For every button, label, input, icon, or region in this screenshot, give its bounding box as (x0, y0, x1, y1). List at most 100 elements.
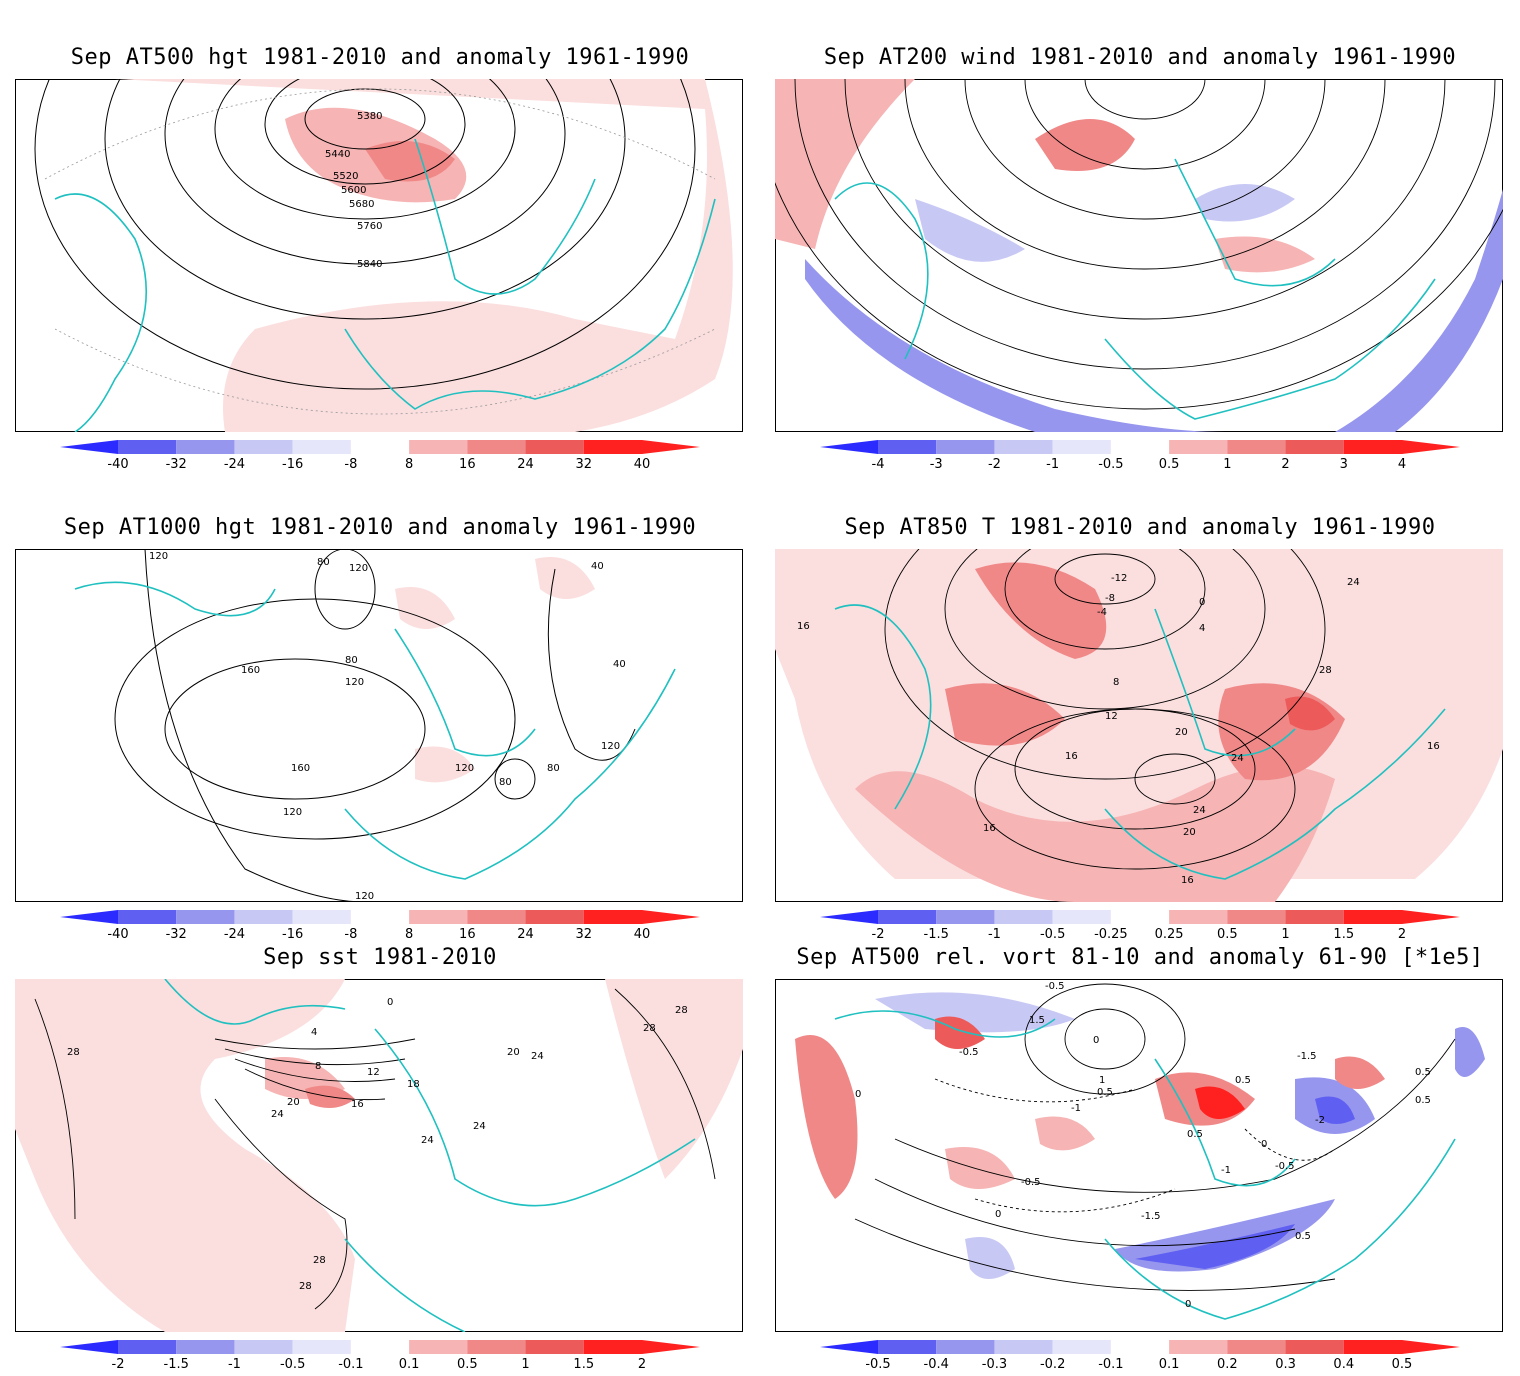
colorbar: -0.5 -0.4 -0.3 -0.2 -0.1 0.1 0.2 0.3 0.4 0.5 (820, 1340, 1460, 1372)
colorbar-tick-label: -1 (988, 927, 1001, 942)
contour-label: 20 (287, 1097, 300, 1108)
colorbar-tick-label: -0.4 (924, 1357, 949, 1372)
colorbar-tick-label: -0.2 (1040, 1357, 1065, 1372)
contour-label: 5840 (357, 259, 382, 270)
colorbar-segment (1110, 440, 1170, 454)
colorbar-tick-label: 4 (1398, 457, 1406, 472)
contour-label: 0 (855, 1089, 861, 1100)
contour-label: 4 (1199, 623, 1205, 634)
colorbar-segment (1285, 440, 1344, 454)
contour-label: 28 (1319, 665, 1332, 676)
colorbar-tick-label: 0.5 (1392, 1357, 1413, 1372)
contour-label: 24 (271, 1109, 284, 1120)
contour-label: 80 (499, 777, 512, 788)
contour-label: 12 (1105, 711, 1118, 722)
contour-label: 20 (1175, 727, 1188, 738)
contour-label: 28 (299, 1281, 312, 1292)
colorbar-tick-label: -1 (1046, 457, 1059, 472)
colorbar-tick-label: -0.5 (1040, 927, 1065, 942)
contour-label: 12 (367, 1067, 380, 1078)
colorbar-segment (409, 440, 468, 454)
contour-label: 1 (1099, 1075, 1105, 1086)
colorbar-tick-label: 0.25 (1155, 927, 1184, 942)
panel-at500-vorticity: Sep AT500 rel. vort 81-10 and anomaly 61… (760, 900, 1520, 1372)
colorbar-tick-label: 0.3 (1275, 1357, 1296, 1372)
contour-label: 0.5 (1235, 1075, 1251, 1086)
colorbar: -40 -32 -24 -16 -8 8 16 24 32 40 (60, 910, 700, 942)
contour-label: 28 (67, 1047, 80, 1058)
colorbar-segment (1169, 440, 1228, 454)
contour-label: -12 (1111, 573, 1127, 584)
colorbar-tick-label: 40 (634, 927, 651, 942)
colorbar-segment (234, 910, 293, 924)
colorbar-arrow-right (642, 1340, 700, 1354)
colorbar-segment (1227, 1340, 1286, 1354)
contour-label: -4 (1097, 607, 1107, 618)
colorbar-tick-label: 40 (634, 457, 651, 472)
contour-label: 80 (317, 557, 330, 568)
colorbar-tick-label: -0.5 (1098, 457, 1123, 472)
contour-label: 20 (507, 1047, 520, 1058)
contour-label: 120 (345, 677, 364, 688)
colorbar-segment (583, 910, 642, 924)
panel-at500-hgt: Sep AT500 hgt 1981-2010 and anomaly 1961… (0, 0, 760, 472)
panel-title: Sep AT1000 hgt 1981-2010 and anomaly 196… (63, 515, 697, 540)
contour-label: 120 (283, 807, 302, 818)
colorbar-tick-label: 16 (459, 927, 476, 942)
colorbar-arrow-left (60, 1340, 118, 1354)
contour-label: 24 (531, 1051, 544, 1062)
colorbar-segment (350, 910, 410, 924)
contour-label: 28 (313, 1255, 326, 1266)
colorbar-tick-label: 2 (1398, 927, 1406, 942)
contour-label: 5680 (349, 199, 374, 210)
colorbar-segment (936, 1340, 995, 1354)
contour-label: 24 (1347, 577, 1360, 588)
colorbar-tick-label: -4 (872, 457, 885, 472)
colorbar-segment (176, 440, 235, 454)
colorbar-segment (936, 440, 995, 454)
panel-sst: Sep sst 1981-2010 0 (0, 900, 760, 1372)
colorbar-tick-label: -0.5 (865, 1357, 890, 1372)
contour-label: 80 (547, 763, 560, 774)
contour-label: 5440 (325, 149, 350, 160)
colorbar: -4 -3 -2 -1 -0.5 0.5 1 2 3 4 (820, 440, 1460, 472)
contour-label: 24 (1193, 805, 1206, 816)
colorbar-arrow-right (642, 910, 700, 924)
contour-label: -1 (1221, 1165, 1231, 1176)
contour-label: 8 (315, 1061, 321, 1072)
colorbar-segment (1285, 910, 1344, 924)
colorbar-tick-label: -24 (224, 927, 245, 942)
contour-label: 16 (983, 823, 996, 834)
colorbar-segment (350, 440, 410, 454)
panel-title: Sep AT500 rel. vort 81-10 and anomaly 61… (796, 945, 1484, 970)
map-svg (775, 79, 1503, 432)
colorbar-tick-label: 0.5 (457, 1357, 478, 1372)
map-frame: 5380 5440 5520 5600 5680 5760 5840 (15, 79, 743, 432)
colorbar-segment (1285, 1340, 1344, 1354)
contour-label: 0.5 (1187, 1129, 1203, 1140)
colorbar-tick-label: 0.5 (1217, 927, 1238, 942)
colorbar-arrow-right (642, 440, 700, 454)
contour-label: -0.5 (1021, 1177, 1041, 1188)
colorbar-tick-label: -1.5 (924, 927, 949, 942)
colorbar-segment (1169, 910, 1228, 924)
colorbar-segment (1052, 440, 1111, 454)
colorbar-tick-label: -2 (988, 457, 1001, 472)
contour-label: -2 (1315, 1115, 1325, 1126)
colorbar-segment (176, 910, 235, 924)
map-svg: 0 4 8 12 16 20 24 28 28 24 18 24 24 20 2… (15, 979, 743, 1332)
contour-label: 120 (349, 563, 368, 574)
map-frame: -0.5 1.5 0 -1 0.5 1 -0.5 0.5 -1.5 -2 0.5… (775, 979, 1503, 1332)
colorbar-tick-label: 8 (405, 457, 413, 472)
colorbar-arrow-left (60, 910, 118, 924)
colorbar-arrow-right (1402, 440, 1460, 454)
colorbar-segment (994, 910, 1053, 924)
contour-label: 0 (387, 997, 393, 1008)
contour-label: 120 (355, 891, 374, 902)
colorbar-segment (525, 910, 584, 924)
contour-label: 0.5 (1415, 1067, 1431, 1078)
colorbar-segment (234, 440, 293, 454)
colorbar-segment (994, 1340, 1053, 1354)
colorbar: -2 -1.5 -1 -0.5 -0.1 0.1 0.5 1 1.5 2 (60, 1340, 700, 1372)
contour-label: -0.5 (1045, 981, 1065, 992)
